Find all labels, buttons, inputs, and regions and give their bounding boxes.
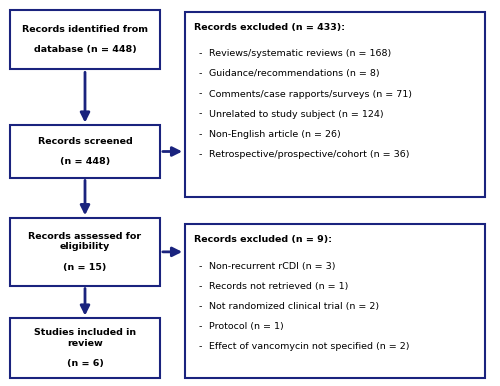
Text: Records identified from

database (n = 448): Records identified from database (n = 44… bbox=[22, 25, 148, 54]
Text: Retrospective/prospective/cohort (n = 36): Retrospective/prospective/cohort (n = 36… bbox=[209, 150, 410, 159]
Text: -: - bbox=[199, 282, 202, 291]
Text: -: - bbox=[199, 322, 202, 331]
Text: -: - bbox=[199, 130, 202, 139]
Text: Effect of vancomycin not specified (n = 2): Effect of vancomycin not specified (n = … bbox=[209, 342, 410, 351]
Text: Not randomized clinical trial (n = 2): Not randomized clinical trial (n = 2) bbox=[209, 302, 379, 311]
Text: Records not retrieved (n = 1): Records not retrieved (n = 1) bbox=[209, 282, 348, 291]
Text: -: - bbox=[199, 90, 202, 98]
FancyBboxPatch shape bbox=[185, 224, 485, 378]
Text: -: - bbox=[199, 150, 202, 159]
Text: Reviews/systematic reviews (n = 168): Reviews/systematic reviews (n = 168) bbox=[209, 49, 391, 58]
Text: -: - bbox=[199, 302, 202, 311]
Text: -: - bbox=[199, 110, 202, 119]
Text: Records excluded (n = 433):: Records excluded (n = 433): bbox=[194, 23, 345, 32]
Text: Records assessed for
eligibility

(n = 15): Records assessed for eligibility (n = 15… bbox=[28, 232, 142, 272]
Text: -: - bbox=[199, 262, 202, 271]
Text: Non-English article (n = 26): Non-English article (n = 26) bbox=[209, 130, 341, 139]
Text: Non-recurrent rCDI (n = 3): Non-recurrent rCDI (n = 3) bbox=[209, 262, 336, 271]
Text: Unrelated to study subject (n = 124): Unrelated to study subject (n = 124) bbox=[209, 110, 384, 119]
FancyBboxPatch shape bbox=[10, 218, 160, 286]
FancyBboxPatch shape bbox=[185, 12, 485, 197]
FancyBboxPatch shape bbox=[10, 125, 160, 178]
Text: -: - bbox=[199, 69, 202, 78]
Text: Studies included in
review

(n = 6): Studies included in review (n = 6) bbox=[34, 328, 136, 369]
Text: Records screened

(n = 448): Records screened (n = 448) bbox=[38, 137, 132, 166]
Text: Comments/case rapports/surveys (n = 71): Comments/case rapports/surveys (n = 71) bbox=[209, 90, 412, 98]
Text: -: - bbox=[199, 342, 202, 351]
FancyBboxPatch shape bbox=[10, 318, 160, 378]
Text: Guidance/recommendations (n = 8): Guidance/recommendations (n = 8) bbox=[209, 69, 380, 78]
Text: Records excluded (n = 9):: Records excluded (n = 9): bbox=[194, 235, 332, 244]
Text: -: - bbox=[199, 49, 202, 58]
FancyBboxPatch shape bbox=[10, 10, 160, 69]
Text: Protocol (n = 1): Protocol (n = 1) bbox=[209, 322, 284, 331]
